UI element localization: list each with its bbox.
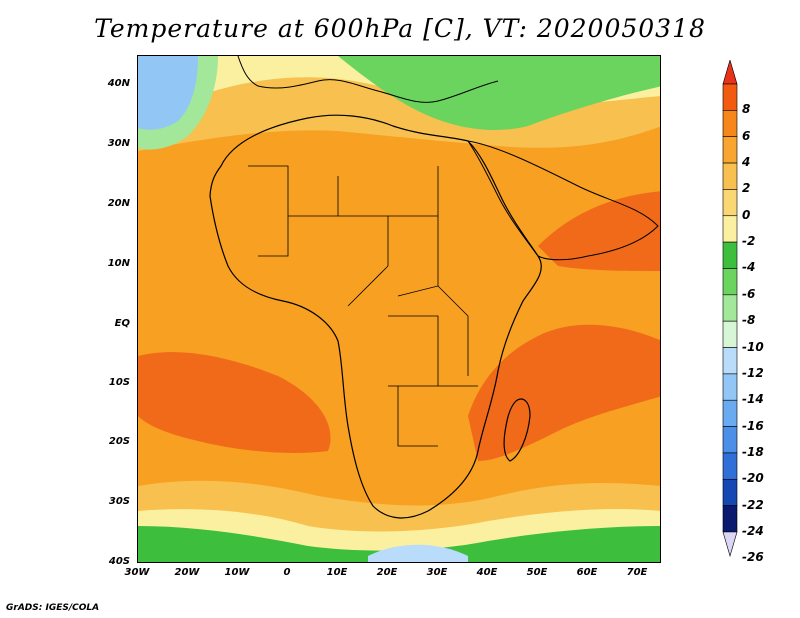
cold-region-south — [138, 526, 660, 562]
lon-label-60e: 60E — [576, 567, 598, 578]
lat-label-20n: 20N — [107, 198, 130, 209]
colorbar-segment — [722, 373, 738, 401]
warm-region-south-atlantic — [138, 352, 331, 453]
colorbar-segment — [722, 83, 738, 111]
map-panel — [137, 55, 661, 563]
colorbar-segment — [722, 452, 738, 480]
lat-label-20s: 20S — [108, 436, 130, 447]
lon-label-0: 0 — [283, 567, 291, 578]
lon-label-70e: 70E — [626, 567, 648, 578]
colorbar-segment — [722, 136, 738, 164]
colorbar-level-label: 4 — [742, 155, 751, 170]
europe-coastline — [237, 56, 499, 103]
colorbar-segment — [722, 294, 738, 322]
lat-label-10s: 10S — [108, 377, 130, 388]
colorbar-level-label: -20 — [742, 471, 764, 486]
cold-region-mediterranean — [338, 56, 660, 131]
africa-coastline — [209, 114, 542, 519]
colorbar — [722, 60, 738, 558]
warm-region-arabian-sea — [538, 191, 660, 271]
madagascar-coastline — [503, 398, 531, 462]
colorbar-level-label: 6 — [742, 128, 751, 143]
colorbar-level-label: -6 — [742, 286, 756, 301]
colorbar-level-label: -2 — [742, 234, 756, 249]
colorbar-top-arrow — [722, 60, 738, 85]
colorbar-level-label: -8 — [742, 313, 756, 328]
country-borders — [248, 165, 478, 447]
colorbar-segment — [722, 478, 738, 506]
colorbar-segment — [722, 505, 738, 533]
colorbar-segment — [722, 241, 738, 269]
lon-label-40e: 40E — [476, 567, 498, 578]
lon-label-50e: 50E — [526, 567, 548, 578]
colorbar-segment — [722, 215, 738, 243]
credit-text: GrADS: IGES/COLA — [6, 603, 100, 613]
colorbar-level-label: 8 — [742, 102, 751, 117]
lon-label-20w: 20W — [174, 567, 200, 578]
colorbar-segment — [722, 320, 738, 348]
lon-label-30e: 30E — [426, 567, 448, 578]
colorbar-bottom-arrow — [722, 531, 738, 558]
colorbar-level-label: -16 — [742, 418, 764, 433]
colorbar-level-label: -14 — [742, 392, 764, 407]
lat-label-40n: 40N — [107, 78, 130, 89]
map-title: Temperature at 600hPa [C], VT: 202005031… — [94, 14, 706, 43]
colorbar-level-label: -24 — [742, 524, 764, 538]
colorbar-level-label: 0 — [742, 207, 751, 222]
lat-label-30s: 30S — [108, 496, 130, 507]
colorbar-segment — [722, 110, 738, 138]
colorbar-segment — [722, 399, 738, 427]
colorbar-segment — [722, 162, 738, 190]
lon-label-10w: 10W — [224, 567, 250, 578]
colorbar-level-label: -26 — [742, 550, 764, 565]
arabian-peninsula-coastline — [466, 140, 659, 261]
very-cold-region-north-atlantic — [138, 56, 198, 130]
lat-label-30n: 30N — [107, 138, 130, 149]
colorbar-segment — [722, 268, 738, 296]
very-cold-region-south — [368, 544, 468, 562]
warm-region-indian-ocean — [468, 324, 660, 461]
colorbar-level-label: -4 — [742, 260, 756, 275]
lat-label-eq: EQ — [114, 318, 130, 329]
lon-label-10e: 10E — [326, 567, 348, 578]
lat-label-40s: 40S — [108, 556, 130, 567]
colorbar-segment — [722, 347, 738, 375]
colorbar-level-label: -12 — [742, 365, 764, 380]
lat-label-10n: 10N — [107, 258, 130, 269]
colorbar-level-label: -10 — [742, 339, 764, 354]
colorbar-level-label: -22 — [742, 497, 764, 512]
temperature-map — [138, 56, 660, 562]
colorbar-level-label: -18 — [742, 444, 764, 459]
colorbar-segment — [722, 426, 738, 454]
lon-label-30w: 30W — [124, 567, 150, 578]
colorbar-level-label: 2 — [742, 181, 751, 196]
lon-label-20e: 20E — [376, 567, 398, 578]
colorbar-segment — [722, 189, 738, 217]
